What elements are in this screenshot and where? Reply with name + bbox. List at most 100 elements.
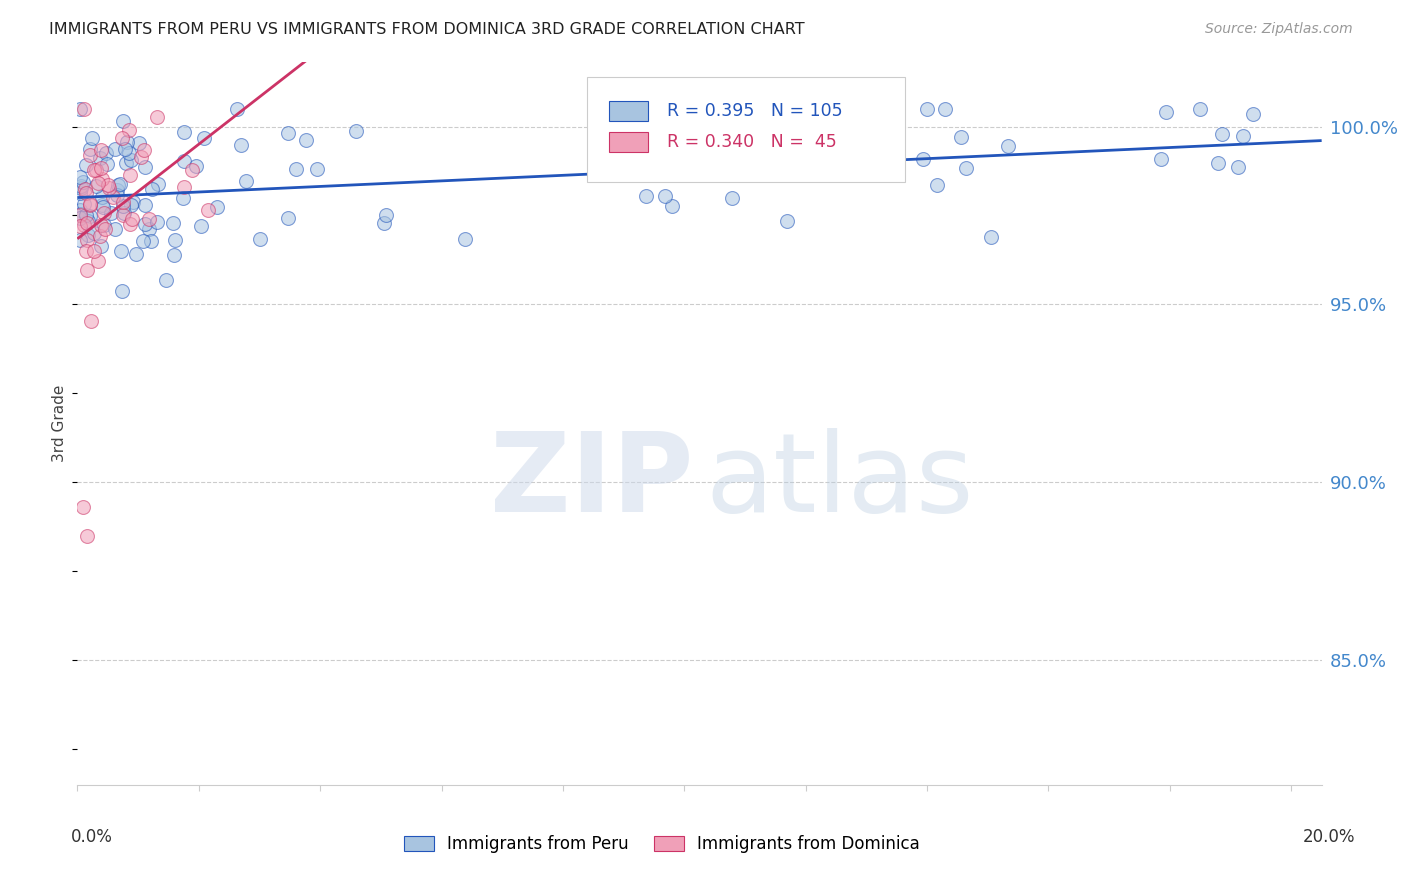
Point [93, 206, 115, 220]
Point [162, 216, 184, 230]
Point [231, 138, 253, 153]
Text: Source: ZipAtlas.com: Source: ZipAtlas.com [1205, 22, 1353, 37]
Point [344, 124, 367, 138]
Point [205, 200, 228, 214]
Point [118, 122, 141, 136]
Point [83, 244, 105, 259]
Point [73, 182, 96, 196]
Point [87, 254, 110, 268]
Point [69, 186, 91, 200]
Point [148, 178, 170, 192]
Point [77, 214, 100, 228]
Point [69, 219, 91, 233]
Point [72, 500, 94, 515]
Bar [609, 132, 648, 152]
Point [165, 233, 187, 247]
Point [138, 211, 160, 226]
Point [69, 211, 91, 225]
Point [155, 273, 177, 287]
Point [69, 169, 91, 184]
Point [69, 209, 91, 223]
Point [173, 125, 195, 139]
Point [100, 206, 122, 220]
Bar [609, 101, 648, 121]
Point [111, 114, 134, 128]
Point [83, 226, 105, 240]
Point [73, 102, 96, 116]
Point [1227, 160, 1250, 174]
Point [98, 180, 121, 194]
Point [69, 202, 91, 217]
Point [162, 247, 184, 261]
Point [90, 198, 112, 212]
Point [1241, 107, 1264, 121]
Point [112, 206, 135, 220]
Point [84, 162, 107, 177]
Point [90, 239, 112, 253]
Point [118, 168, 141, 182]
Point [720, 191, 742, 205]
Point [184, 160, 207, 174]
Point [997, 139, 1019, 153]
Point [1150, 152, 1173, 166]
Point [950, 130, 973, 145]
Point [120, 153, 142, 167]
Point [146, 110, 169, 124]
Point [75, 186, 97, 201]
Point [375, 208, 398, 222]
Point [87, 176, 110, 190]
Point [249, 232, 271, 246]
Point [79, 198, 101, 212]
Point [120, 198, 142, 212]
Point [93, 218, 115, 232]
Point [134, 160, 156, 174]
Point [132, 234, 155, 248]
Point [70, 179, 93, 194]
Point [925, 178, 948, 192]
Point [980, 229, 1002, 244]
Point [76, 529, 98, 543]
Point [75, 244, 97, 258]
Point [955, 161, 977, 176]
Point [190, 219, 212, 233]
Point [72, 175, 94, 189]
Point [79, 209, 101, 223]
Point [105, 183, 128, 197]
Y-axis label: 3rd Grade: 3rd Grade [52, 385, 67, 462]
Text: ZIP: ZIP [489, 428, 693, 535]
Point [107, 178, 129, 193]
Point [114, 142, 136, 156]
Point [285, 161, 308, 176]
Point [104, 142, 127, 156]
Point [111, 195, 134, 210]
Point [90, 143, 112, 157]
Point [80, 131, 103, 145]
Text: R = 0.395   N = 105: R = 0.395 N = 105 [666, 102, 842, 120]
Text: atlas: atlas [706, 428, 974, 535]
Point [79, 142, 101, 156]
Point [138, 221, 160, 235]
Point [111, 284, 134, 298]
Point [193, 131, 215, 145]
Text: 0.0%: 0.0% [70, 828, 112, 846]
Text: IMMIGRANTS FROM PERU VS IMMIGRANTS FROM DOMINICA 3RD GRADE CORRELATION CHART: IMMIGRANTS FROM PERU VS IMMIGRANTS FROM … [49, 22, 804, 37]
Point [146, 215, 169, 229]
Point [90, 161, 112, 175]
Point [172, 191, 194, 205]
Point [454, 232, 477, 246]
Point [134, 198, 156, 212]
Point [125, 246, 148, 260]
Point [83, 163, 105, 178]
Point [79, 147, 101, 161]
Point [180, 163, 202, 178]
Point [79, 196, 101, 211]
Point [132, 144, 155, 158]
Point [121, 211, 143, 226]
Point [134, 217, 156, 231]
Point [97, 178, 120, 192]
Point [76, 216, 98, 230]
Point [101, 190, 124, 204]
Legend: Immigrants from Peru, Immigrants from Dominica: Immigrants from Peru, Immigrants from Do… [398, 829, 927, 860]
Point [79, 314, 101, 328]
Point [104, 222, 127, 236]
